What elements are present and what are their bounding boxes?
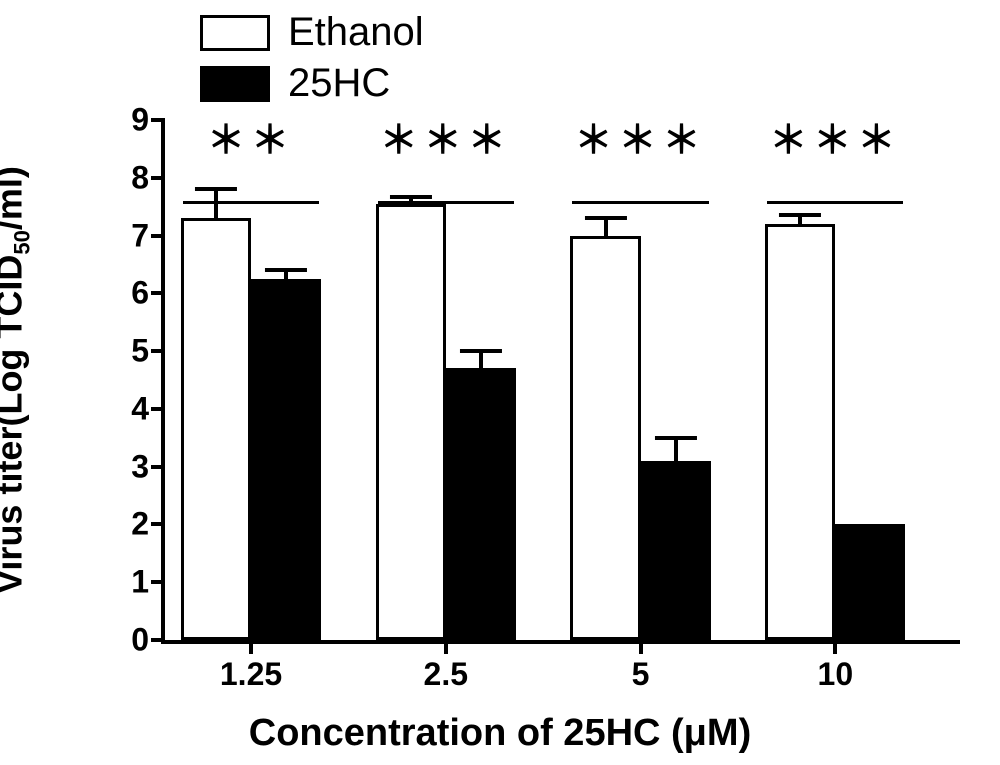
y-tick-label: 4 bbox=[131, 390, 149, 427]
y-axis-line bbox=[161, 120, 165, 644]
x-tick bbox=[249, 640, 253, 654]
error-bar-cap bbox=[460, 349, 502, 353]
y-tick bbox=[151, 349, 165, 353]
significance-stars: ＊＊＊ bbox=[769, 122, 901, 160]
y-tick-label: 5 bbox=[131, 333, 149, 370]
x-tick bbox=[833, 640, 837, 654]
y-tick bbox=[151, 522, 165, 526]
y-tick-label: 2 bbox=[131, 506, 149, 543]
x-tick-label: 2.5 bbox=[424, 656, 468, 693]
bar bbox=[641, 461, 711, 640]
legend-label-ethanol: Ethanol bbox=[288, 10, 424, 55]
significance-stars: ＊＊＊ bbox=[575, 122, 707, 160]
error-bar bbox=[604, 218, 608, 235]
bar bbox=[251, 279, 321, 640]
error-bar-cap bbox=[584, 216, 626, 220]
y-axis-title: Virus titer(Log TCID50/ml) bbox=[0, 166, 36, 594]
y-tick bbox=[151, 234, 165, 238]
error-bar-cap bbox=[390, 195, 432, 199]
virus-titer-bar-chart: Ethanol 25HC Virus titer(Log TCID50/ml) … bbox=[0, 0, 1000, 765]
legend-swatch-ethanol bbox=[200, 15, 270, 51]
x-axis-title: Concentration of 25HC (μM) bbox=[249, 712, 751, 755]
y-tick-label: 6 bbox=[131, 275, 149, 312]
bar bbox=[570, 236, 640, 640]
y-tick bbox=[151, 638, 165, 642]
y-tick bbox=[151, 407, 165, 411]
bar bbox=[765, 224, 835, 640]
y-tick bbox=[151, 176, 165, 180]
x-tick-label: 1.25 bbox=[220, 656, 282, 693]
y-tick bbox=[151, 118, 165, 122]
error-bar-cap bbox=[195, 187, 237, 191]
y-tick bbox=[151, 465, 165, 469]
x-axis-line bbox=[165, 640, 960, 644]
bar bbox=[376, 204, 446, 640]
legend-swatch-25hc bbox=[200, 66, 270, 102]
y-tick-label: 7 bbox=[131, 217, 149, 254]
x-tick bbox=[444, 640, 448, 654]
y-tick bbox=[151, 291, 165, 295]
y-tick-label: 8 bbox=[131, 159, 149, 196]
legend-item-ethanol: Ethanol bbox=[200, 10, 424, 55]
legend-label-25hc: 25HC bbox=[288, 61, 390, 106]
significance-stars: ＊＊ bbox=[207, 122, 295, 160]
y-tick-label: 9 bbox=[131, 102, 149, 139]
bar bbox=[835, 524, 905, 640]
x-tick bbox=[639, 640, 643, 654]
error-bar-cap bbox=[265, 268, 307, 272]
significance-stars: ＊＊＊ bbox=[380, 122, 512, 160]
error-bar-cap bbox=[655, 436, 697, 440]
y-tick-label: 1 bbox=[131, 564, 149, 601]
error-bar bbox=[674, 438, 678, 461]
bar bbox=[181, 218, 251, 640]
y-tick-label: 3 bbox=[131, 448, 149, 485]
x-tick-label: 10 bbox=[818, 656, 854, 693]
significance-line bbox=[378, 201, 514, 204]
y-tick bbox=[151, 580, 165, 584]
legend: Ethanol 25HC bbox=[200, 10, 424, 106]
significance-line bbox=[572, 201, 708, 204]
significance-line bbox=[183, 201, 319, 204]
x-tick-label: 5 bbox=[632, 656, 650, 693]
plot-area: 01234567891.25＊＊2.5＊＊＊5＊＊＊10＊＊＊ bbox=[165, 120, 960, 640]
significance-line bbox=[767, 201, 903, 204]
y-tick-label: 0 bbox=[131, 622, 149, 659]
error-bar-cap bbox=[779, 213, 821, 217]
legend-item-25hc: 25HC bbox=[200, 61, 424, 106]
error-bar bbox=[479, 351, 483, 368]
bar bbox=[446, 368, 516, 640]
